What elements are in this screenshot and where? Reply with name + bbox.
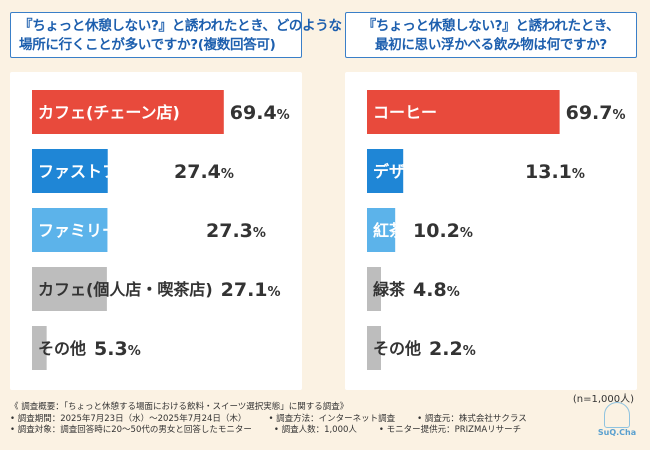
footer-line-2: • 調査期間：2025年7月23日（水）〜2025年7月24日（木） • 調査方法… [10, 414, 549, 426]
left-title-line-2: 場所に行くことが多いですか?(複数回答可) [19, 37, 276, 53]
left-bar-3 [32, 267, 107, 311]
right-bar-2 [367, 208, 396, 252]
right-bar-1 [367, 149, 404, 193]
left-value-label-0: 69.4% [230, 102, 290, 124]
left-bar-2 [32, 208, 108, 252]
left-chart-area: カフェ(チェーン店) 69.4% ファストフード店 27.4% ファミリーレストラン 27… [10, 72, 302, 390]
cup-icon [604, 402, 630, 428]
left-bar-4 [32, 326, 47, 370]
right-value-label-3: 4.8% [413, 279, 460, 301]
footer-line-1: 《 調査概要：「ちょっと休憩する場面における飲料・スイーツ選択実態」に関する調査… [10, 402, 349, 412]
left-value-label-2: 27.3% [206, 220, 266, 242]
right-chart-title: 『ちょっと休憩しない?』と誘われたとき、 最初に思い浮かべる飲み物は何ですか? [345, 12, 637, 58]
right-bar-label-3: 緑茶 [373, 280, 406, 299]
left-bar-label-3: カフェ(個人店・喫茶店) [38, 280, 213, 299]
right-value-label-2: 10.2% [413, 220, 473, 242]
right-bar-3 [367, 267, 381, 311]
left-bar-label-4: その他 [38, 339, 86, 358]
footer-period: • 調査期間：2025年7月23日（水）〜2025年7月24日（木） [10, 413, 247, 424]
right-bar-label-0: コーヒー [373, 103, 437, 122]
left-bar-label-1: ファストフード店 [38, 162, 166, 181]
right-bar-4 [367, 326, 381, 370]
right-value-label-4: 2.2% [429, 338, 476, 360]
left-chart-title: 『ちょっと休憩しない?』と誘われたとき、どのような 場所に行くことが多いですか?… [10, 12, 342, 58]
footer-source: • 調査元：株式会社サクラス [417, 413, 527, 424]
right-title-line-2: 最初に思い浮かべる飲み物は何ですか? [375, 37, 607, 53]
right-bar-0 [367, 90, 560, 134]
footer-count: • 調査人数：1,000人 [273, 425, 357, 435]
suqcha-logo: SuQ.Cha [597, 402, 637, 444]
footer-provider: • モニター提供元：PRIZMAリサーチ [378, 425, 522, 435]
left-bar-1 [32, 149, 108, 193]
logo-text: SuQ.Cha [597, 428, 637, 437]
right-value-label-1: 13.1% [525, 161, 585, 183]
left-value-label-4: 5.3% [94, 338, 141, 360]
left-bar-label-0: カフェ(チェーン店) [38, 103, 180, 122]
left-value-label-3: 27.1% [221, 279, 281, 301]
survey-footer: 《 調査概要：「ちょっと休憩する場面における飲料・スイーツ選択実態」に関する調査… [10, 402, 549, 437]
right-bar-chart: コーヒー 69.7% デザート系ドリンク 13.1% 紅茶 10.2% 緑茶 4.8% その他 2… [367, 90, 626, 370]
right-chart-area: コーヒー 69.7% デザート系ドリンク 13.1% 紅茶 10.2% 緑茶 4.8% その他 2… [345, 72, 637, 390]
left-bar-chart: カフェ(チェーン店) 69.4% ファストフード店 27.4% ファミリーレストラン 27… [32, 90, 290, 370]
left-title-line-1: 『ちょっと休憩しない?』と誘われたとき、どのような [19, 18, 342, 34]
right-bar-label-1: デザート系ドリンク [373, 162, 517, 181]
footer-line-3: • 調査対象：調査回答時に20〜50代の男女と回答したモニター • 調査人数：1,… [10, 425, 549, 437]
footer-method: • 調査方法：インターネット調査 [268, 413, 396, 424]
right-title-line-1: 『ちょっと休憩しない?』と誘われたとき、 [362, 18, 620, 34]
left-bar-label-2: ファミリーレストラン [38, 221, 198, 240]
left-value-label-1: 27.4% [174, 161, 234, 183]
right-bar-label-2: 紅茶 [373, 221, 406, 240]
right-value-label-0: 69.7% [566, 102, 626, 124]
sample-size: (n=1,000人) [572, 394, 634, 405]
footer-target: • 調査対象：調査回答時に20〜50代の男女と回答したモニター [10, 425, 252, 435]
right-bar-label-4: その他 [373, 339, 421, 358]
left-bar-0 [32, 90, 224, 134]
